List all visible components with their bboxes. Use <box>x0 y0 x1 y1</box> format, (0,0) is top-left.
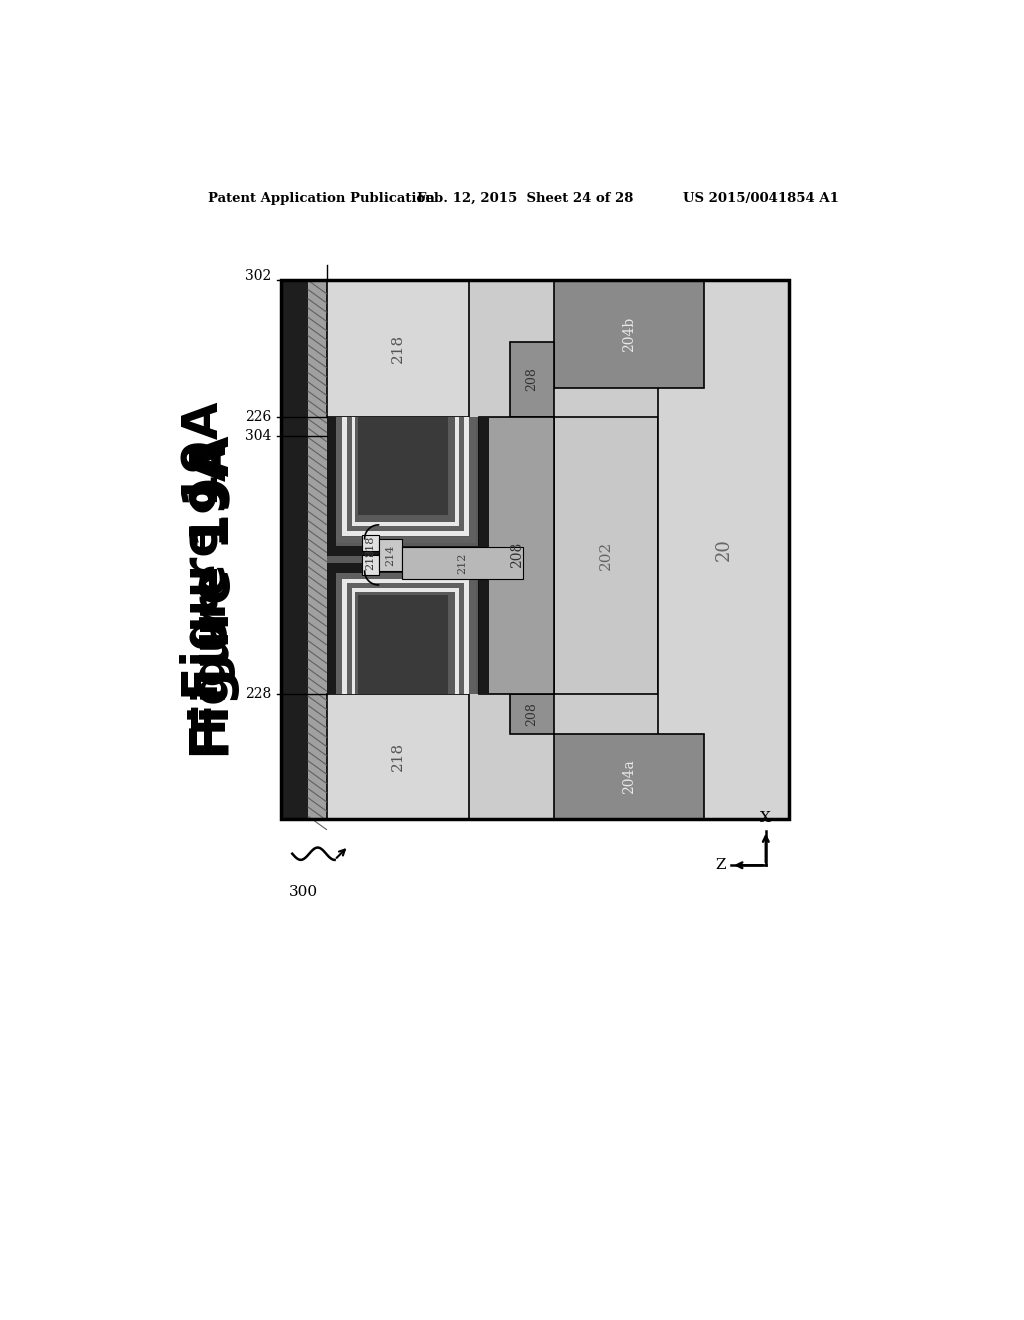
Text: 204a: 204a <box>623 759 636 795</box>
Bar <box>355 417 358 521</box>
Bar <box>479 417 488 556</box>
Bar <box>327 564 479 573</box>
Text: US 2015/0041854 A1: US 2015/0041854 A1 <box>683 191 839 205</box>
Bar <box>464 578 469 693</box>
Text: X: X <box>761 812 771 825</box>
Bar <box>347 527 460 531</box>
Bar <box>460 583 464 693</box>
Bar <box>379 539 401 572</box>
Bar <box>358 417 447 515</box>
Text: 204b: 204b <box>623 317 636 351</box>
Bar <box>281 280 788 818</box>
Bar <box>358 595 447 693</box>
Text: 214: 214 <box>385 544 395 566</box>
Bar <box>470 573 476 693</box>
Bar <box>327 546 479 556</box>
Text: 202: 202 <box>599 541 613 570</box>
Text: Figure 19A: Figure 19A <box>179 401 227 701</box>
Text: 20: 20 <box>715 539 732 561</box>
Bar <box>554 734 705 818</box>
Bar <box>460 417 464 531</box>
Bar <box>281 280 788 818</box>
Bar <box>451 417 454 521</box>
Bar <box>342 417 347 536</box>
Bar <box>455 589 459 693</box>
Bar <box>355 591 358 693</box>
Text: Feb. 12, 2015  Sheet 24 of 28: Feb. 12, 2015 Sheet 24 of 28 <box>417 191 633 205</box>
Bar <box>336 537 470 544</box>
Bar <box>327 693 469 818</box>
Text: 226: 226 <box>245 411 271 424</box>
Text: Figure 19A: Figure 19A <box>191 445 237 735</box>
Text: 304: 304 <box>245 429 271 444</box>
Text: 208: 208 <box>525 702 539 726</box>
Bar <box>351 417 355 525</box>
Bar <box>510 342 554 417</box>
Bar <box>658 280 788 818</box>
Text: Figure 19A: Figure 19A <box>187 436 240 759</box>
Bar <box>455 417 459 525</box>
Text: 300: 300 <box>289 884 317 899</box>
Text: 218: 218 <box>391 742 406 771</box>
Bar <box>401 548 523 578</box>
Bar <box>327 280 469 417</box>
Bar <box>464 417 469 536</box>
Bar <box>355 591 451 595</box>
Bar <box>510 693 554 734</box>
Bar <box>451 591 454 693</box>
Text: 218: 218 <box>365 549 375 570</box>
Bar <box>479 417 554 693</box>
Text: 208: 208 <box>525 367 539 391</box>
Bar <box>336 573 342 693</box>
Bar <box>281 280 307 818</box>
Bar <box>554 417 658 693</box>
Bar <box>554 280 705 388</box>
Text: Patent Application Publication: Patent Application Publication <box>208 191 434 205</box>
Bar <box>361 535 379 552</box>
Bar <box>351 521 455 525</box>
Text: 218: 218 <box>391 334 406 363</box>
Text: 212: 212 <box>458 552 467 574</box>
Bar <box>479 564 488 693</box>
Bar <box>351 589 355 693</box>
Text: 208: 208 <box>510 543 523 569</box>
Text: 228: 228 <box>245 686 271 701</box>
Bar <box>342 578 464 583</box>
Bar <box>347 417 351 531</box>
Text: 218: 218 <box>365 536 375 557</box>
Bar <box>347 583 351 693</box>
Bar <box>342 578 347 693</box>
Bar <box>342 531 464 536</box>
Bar <box>327 564 336 693</box>
Bar <box>327 417 479 693</box>
Bar <box>336 573 470 578</box>
Bar <box>347 583 460 589</box>
Bar <box>355 517 451 521</box>
Bar <box>351 589 455 591</box>
Text: Z: Z <box>716 858 726 873</box>
Bar <box>327 417 336 556</box>
Bar <box>361 554 379 576</box>
Bar <box>470 417 476 544</box>
Bar <box>336 417 342 544</box>
Text: 302: 302 <box>245 269 271 284</box>
Bar <box>307 280 327 818</box>
